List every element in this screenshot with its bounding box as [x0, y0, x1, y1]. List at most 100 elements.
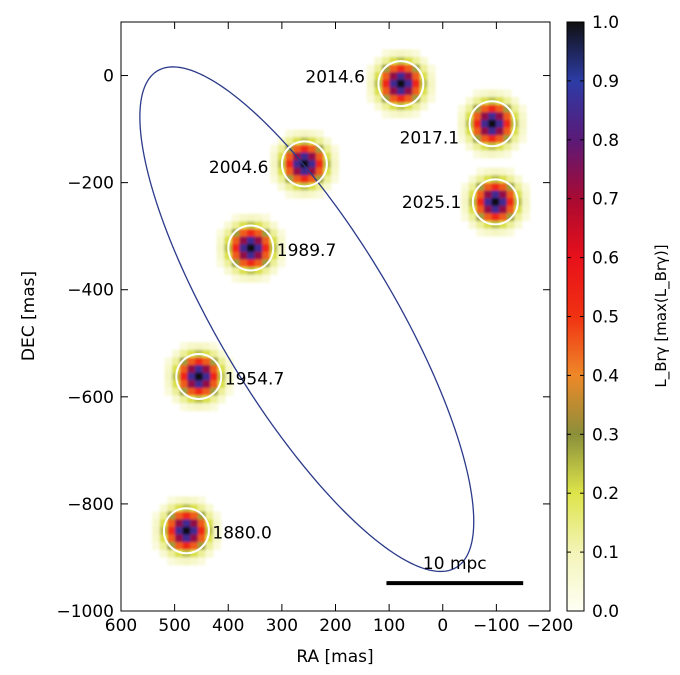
blob-cell [511, 104, 520, 113]
blob-cell [175, 542, 183, 551]
blob-cell [514, 182, 523, 191]
blob-cell [300, 152, 309, 161]
blob-cell [187, 403, 196, 412]
blob-cell [499, 175, 508, 184]
blob-cell [167, 511, 176, 520]
blob-cell [197, 534, 206, 543]
blob-cell [473, 142, 482, 151]
blob-cell [374, 64, 383, 73]
position-ring [280, 140, 328, 188]
blob-cell [323, 137, 332, 146]
blob-cell [179, 380, 188, 389]
blob-cell [468, 182, 477, 191]
blob-cell [397, 49, 406, 58]
blob-cell [389, 57, 398, 65]
blob-cell [224, 251, 233, 260]
blob-cell [175, 496, 183, 505]
blob-cell [239, 267, 248, 275]
blob-cell [277, 259, 286, 268]
blob-cell [419, 64, 428, 73]
blob-cell [216, 259, 225, 268]
blob-cell [366, 87, 375, 96]
blob-cell [476, 190, 485, 199]
colorbar-tick-label: 0.3 [592, 425, 619, 445]
blob-cell [231, 229, 240, 237]
colorbar-tick-label: 0.6 [592, 249, 619, 269]
blob-cell [461, 198, 470, 207]
blob-cell [182, 557, 191, 566]
blob-cell [285, 160, 294, 169]
blob-cell [179, 387, 188, 396]
blob-cell [187, 342, 196, 351]
blob-cell [397, 72, 406, 81]
blob-cell [457, 127, 466, 136]
blob-cell [293, 160, 301, 169]
blob-cell [231, 259, 240, 268]
blob-cell [511, 127, 520, 136]
blob-cell [480, 150, 489, 159]
blob-cell [503, 119, 512, 128]
orbit-layer [139, 66, 475, 573]
blob-cell [269, 221, 278, 230]
blob-cell [495, 142, 504, 151]
emission-blob [152, 496, 221, 566]
blob-cell [483, 167, 492, 176]
blob-cell [404, 87, 413, 96]
blob-cell [461, 205, 470, 214]
blob-cell [468, 220, 477, 229]
blob-cell [495, 135, 504, 144]
blob-cell [269, 251, 278, 260]
blob-cell [308, 144, 317, 153]
blob-cell [514, 220, 523, 229]
blob-cell [205, 519, 214, 528]
blob-cell [506, 228, 515, 237]
blob-cell [488, 89, 497, 98]
blob-cell [195, 380, 203, 389]
blob-cell [159, 519, 168, 528]
blob-cell [172, 357, 181, 366]
blob-cell [488, 119, 497, 128]
blob-cell [224, 221, 233, 230]
blob-cell [239, 251, 248, 260]
blob-cell [293, 129, 301, 138]
blob-cell [239, 236, 248, 245]
blob-cell [187, 365, 196, 374]
blob-cell [511, 97, 520, 106]
blob-cell [213, 534, 221, 543]
blob-cell [495, 89, 504, 98]
blob-cell [518, 112, 527, 121]
blob-cell [202, 357, 211, 366]
blob-cell [277, 144, 286, 153]
blob-cell [190, 519, 199, 528]
emission-blob [457, 89, 527, 159]
blob-cell [190, 526, 199, 535]
colorbar-tick-label: 1.0 [592, 13, 619, 33]
blob-cell [197, 511, 206, 520]
blob-cell [427, 79, 436, 88]
blob-cell [473, 97, 482, 106]
blob-cell [427, 64, 436, 73]
blob-cell [374, 95, 383, 103]
blob-cell [476, 220, 485, 229]
blob-cell [491, 182, 500, 191]
blob-cell [247, 251, 255, 260]
x-tick-label: 100 [373, 616, 405, 636]
blob-cell [473, 104, 482, 113]
blob-cell [152, 511, 161, 520]
blob-cell [491, 167, 500, 176]
blob-cell [167, 496, 176, 505]
blob-cell [277, 167, 286, 176]
blob-cell [231, 251, 240, 260]
blob-cell [465, 127, 474, 136]
blob-cell [231, 274, 240, 283]
blob-cell [483, 213, 492, 222]
blob-cell [167, 549, 176, 558]
blob-cell [285, 182, 294, 191]
blob-cell [514, 213, 523, 222]
blob-cell [172, 395, 181, 404]
blob-cell [468, 205, 477, 214]
blob-cell [488, 104, 497, 113]
blob-cell [465, 142, 474, 151]
